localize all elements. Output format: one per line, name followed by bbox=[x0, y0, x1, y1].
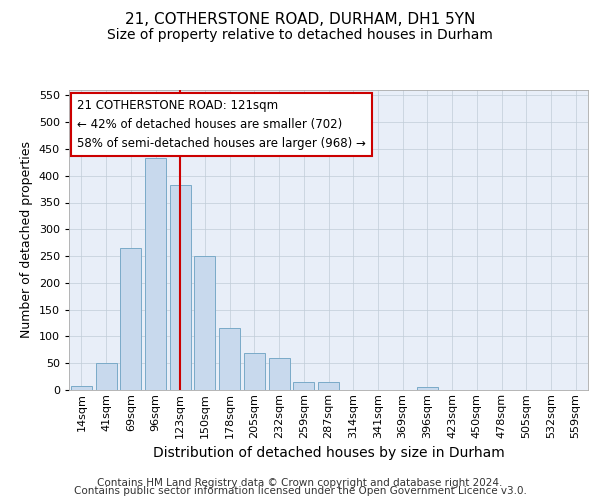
Text: Size of property relative to detached houses in Durham: Size of property relative to detached ho… bbox=[107, 28, 493, 42]
Bar bbox=[318, 382, 339, 390]
Text: Contains HM Land Registry data © Crown copyright and database right 2024.: Contains HM Land Registry data © Crown c… bbox=[97, 478, 503, 488]
Bar bbox=[170, 185, 191, 390]
Text: Contains public sector information licensed under the Open Government Licence v3: Contains public sector information licen… bbox=[74, 486, 526, 496]
Bar bbox=[71, 386, 92, 390]
Y-axis label: Number of detached properties: Number of detached properties bbox=[20, 142, 33, 338]
Bar bbox=[219, 328, 240, 390]
Bar bbox=[194, 256, 215, 390]
Bar bbox=[244, 352, 265, 390]
Text: 21, COTHERSTONE ROAD, DURHAM, DH1 5YN: 21, COTHERSTONE ROAD, DURHAM, DH1 5YN bbox=[125, 12, 475, 28]
Bar bbox=[95, 363, 116, 390]
X-axis label: Distribution of detached houses by size in Durham: Distribution of detached houses by size … bbox=[152, 446, 505, 460]
Bar bbox=[120, 248, 141, 390]
Bar bbox=[417, 388, 438, 390]
Bar bbox=[145, 158, 166, 390]
Bar bbox=[269, 358, 290, 390]
Bar bbox=[293, 382, 314, 390]
Text: 21 COTHERSTONE ROAD: 121sqm
← 42% of detached houses are smaller (702)
58% of se: 21 COTHERSTONE ROAD: 121sqm ← 42% of det… bbox=[77, 99, 365, 150]
